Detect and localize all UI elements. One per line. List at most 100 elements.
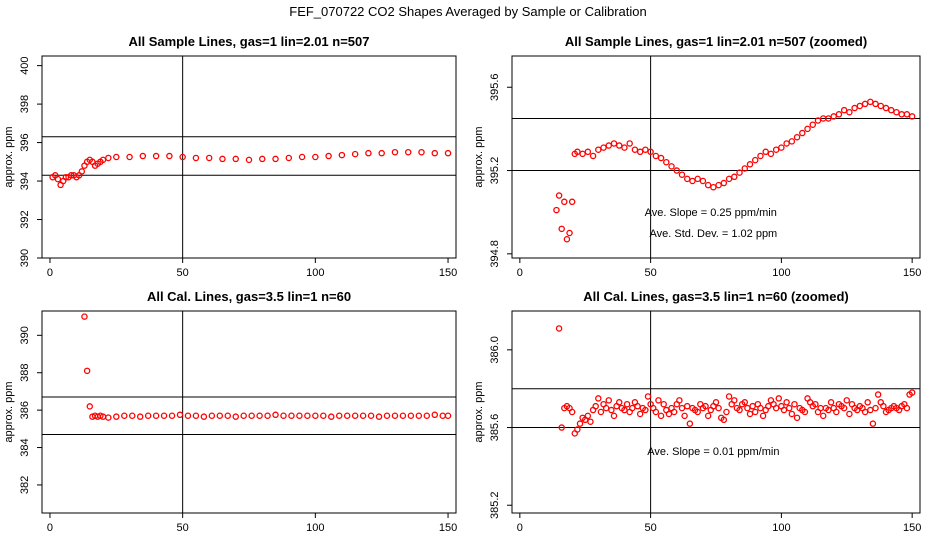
data-point [652,408,660,416]
data-point [192,412,200,419]
data-point [248,412,255,419]
data-point [864,399,871,406]
data-point [205,154,213,162]
panel-title: All Sample Lines, gas=1 lin=2.01 n=507 [129,34,370,49]
data-point [152,152,160,160]
y-tick-label: 384 [19,438,31,456]
data-point [775,395,783,402]
data-point [788,410,796,418]
data-point [830,113,837,120]
data-point [592,402,599,410]
data-point [589,152,597,160]
data-point [704,181,712,189]
data-point [192,154,200,162]
data-point [208,412,216,419]
data-point [827,399,835,406]
data-point [817,404,824,412]
data-point [285,154,293,162]
x-tick-label: 0 [47,522,53,534]
data-point [444,149,452,157]
data-point [699,177,707,185]
x-tick-label: 150 [903,522,921,534]
annotation-text: Ave. Std. Dev. = 1.02 ppm [650,228,778,240]
x-tick-label: 50 [177,267,189,279]
annotation-text: Ave. Slope = 0.25 ppm/min [645,207,777,219]
chart-panel-4: All Cal. Lines, gas=3.5 lin=1 n=60 (zoom… [473,289,921,534]
data-point [757,152,764,160]
y-tick-label: 396 [19,133,31,151]
chart-panel-3: All Cal. Lines, gas=3.5 lin=1 n=60 0 50 100… [3,289,457,534]
data-point [780,406,788,414]
data-point [670,408,678,416]
data-point [715,181,722,189]
data-point [555,192,563,199]
chart-panel-2: All Sample Lines, gas=1 lin=2.01 n=507 (… [473,34,921,279]
data-point [668,163,675,170]
plot-frame [511,55,921,259]
data-point [610,140,618,147]
data-point [851,104,858,112]
y-tick-label: 395.6 [489,73,501,101]
data-point [561,198,568,206]
data-point [908,389,916,396]
data-point [783,140,790,147]
data-point [375,413,383,420]
data-point [762,148,769,156]
panel-title: All Cal. Lines, gas=3.5 lin=1 n=60 [147,289,351,304]
data-point [574,426,581,433]
data-point [399,412,407,419]
data-point [861,408,869,416]
data-point [78,168,86,175]
data-point [751,156,759,164]
data-point [757,404,764,412]
data-point [288,412,295,419]
data-point [240,412,247,419]
data-point [710,183,717,191]
data-point [765,402,772,410]
y-tick-label: 390 [19,326,31,344]
data-point [663,158,670,166]
data-point [431,149,439,157]
data-point [113,153,120,161]
data-point [746,410,754,418]
data-point [338,151,346,159]
data-point [423,412,431,419]
data-point [665,410,673,418]
data-point [720,416,728,424]
data-point [647,148,654,156]
data-point [365,149,372,157]
data-point [720,179,728,187]
data-point [867,406,874,414]
data-point [105,154,112,162]
data-point [245,156,253,164]
data-point [312,412,319,419]
data-point [736,406,743,414]
data-point [160,412,168,419]
data-point [407,412,415,419]
data-point [113,413,120,420]
data-point [67,172,75,179]
data-point [139,152,147,160]
data-point [335,412,343,419]
data-point [444,412,452,419]
data-point [678,404,686,412]
data-point [887,106,895,114]
y-axis-label: approx. ppm [473,126,485,187]
data-point [882,104,890,112]
data-point [809,121,817,128]
data-point [99,156,107,164]
data-point [694,175,701,183]
data-point [608,406,615,414]
data-point [615,142,623,149]
data-point [558,225,565,233]
data-point [751,408,759,416]
data-point [576,420,584,427]
data-point [846,108,853,116]
data-point [584,148,592,156]
data-point [553,206,560,214]
data-point [86,403,94,410]
data-point [660,400,667,408]
data-point [652,152,660,160]
data-point [595,146,602,153]
